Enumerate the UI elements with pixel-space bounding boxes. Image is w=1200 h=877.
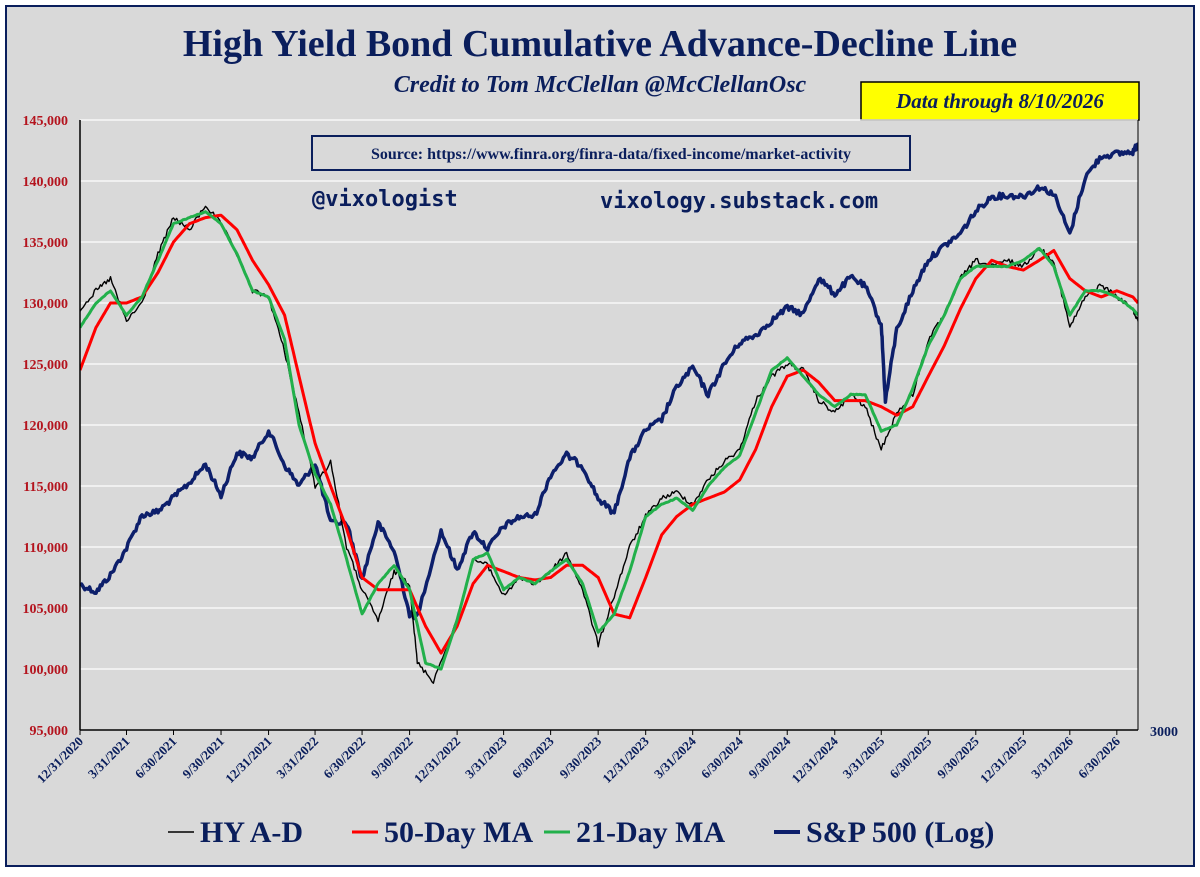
y-tick-label: 100,000 bbox=[23, 663, 69, 678]
y-tick-label: 95,000 bbox=[30, 724, 69, 739]
y-tick-label: 110,000 bbox=[23, 541, 68, 556]
y-tick-label: 125,000 bbox=[23, 358, 69, 373]
legend-label: S&P 500 (Log) bbox=[806, 816, 994, 849]
series-sp500-line bbox=[80, 142, 1138, 621]
watermark-handle: @vixologist bbox=[312, 187, 458, 212]
y-tick-label: 120,000 bbox=[23, 419, 69, 434]
chart-subtitle: Credit to Tom McClellan @McClellanOsc bbox=[394, 72, 807, 98]
source-text: Source: https://www.finra.org/finra-data… bbox=[371, 146, 851, 163]
watermark-site: vixology.substack.com bbox=[600, 189, 878, 214]
data-through-text: Data through 8/10/2026 bbox=[895, 89, 1104, 113]
y-tick-label: 135,000 bbox=[23, 236, 69, 251]
legend-label: HY A-D bbox=[200, 816, 303, 849]
data-through-badge: Data through 8/10/2026 bbox=[860, 81, 1140, 121]
y-tick-label: 130,000 bbox=[23, 297, 69, 312]
legend: HY A-D 50-Day MA 21-Day MA S&P 500 (Log) bbox=[168, 816, 994, 849]
source-badge: Source: https://www.finra.org/finra-data… bbox=[311, 135, 911, 171]
right-axis-label: 3000 bbox=[1150, 725, 1178, 740]
y-tick-label: 145,000 bbox=[23, 114, 69, 129]
source-box bbox=[311, 135, 911, 171]
y-tick-label: 140,000 bbox=[23, 175, 69, 190]
legend-label: 21-Day MA bbox=[576, 816, 725, 849]
series-layer bbox=[80, 142, 1138, 684]
series-hy-ad-line bbox=[80, 205, 1138, 684]
series-21-day-ma-line bbox=[80, 210, 1138, 671]
y-tick-label: 115,000 bbox=[23, 480, 68, 495]
y-tick-label: 105,000 bbox=[23, 602, 69, 617]
legend-label: 50-Day MA bbox=[384, 816, 533, 849]
y-axis-tick-labels: 145,000 140,000 135,000 130,000 125,000 120,0… bbox=[23, 114, 69, 739]
data-through-box bbox=[860, 81, 1140, 121]
chart-title: High Yield Bond Cumulative Advance-Decli… bbox=[183, 23, 1017, 65]
